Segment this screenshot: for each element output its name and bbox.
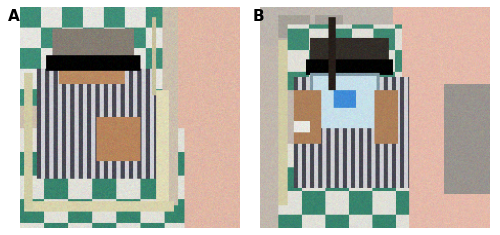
Text: B: B (252, 9, 264, 24)
Text: A: A (8, 9, 19, 24)
